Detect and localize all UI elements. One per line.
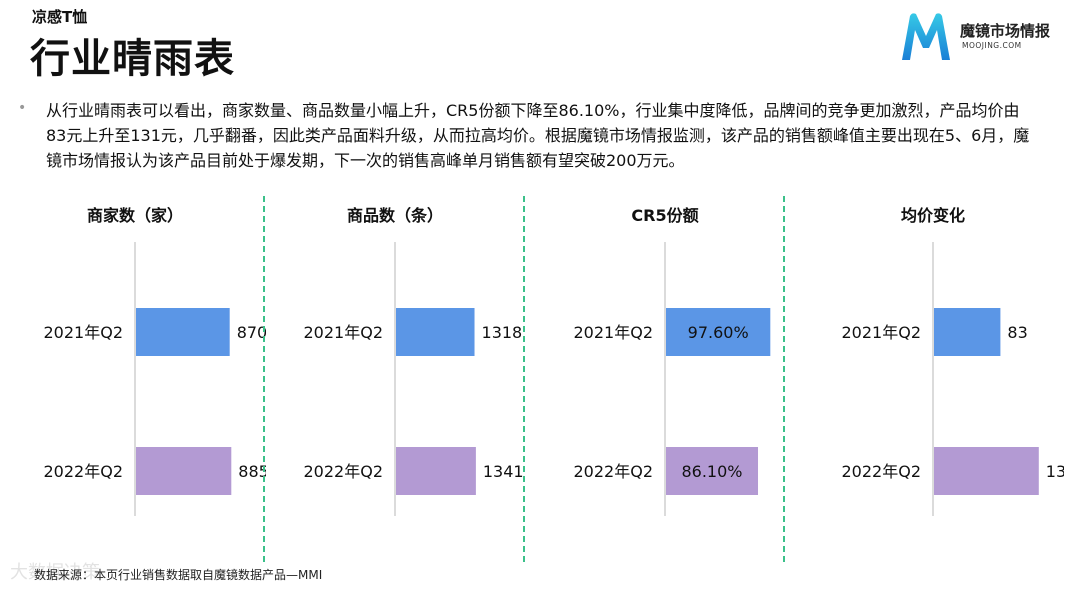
category-label: 2022年Q2 <box>842 462 922 481</box>
summary-text: 从行业晴雨表可以看出，商家数量、商品数量小幅上升，CR5份额下降至86.10%，… <box>46 101 1030 170</box>
data-source-note: 数据来源：本页行业销售数据取自魔镜数据产品—MMI <box>34 568 323 582</box>
value-label: 1341 <box>483 462 524 481</box>
page-subtitle: 凉感T恤 <box>32 8 88 26</box>
chart-panel-price: 均价变化 2021年Q2 83 2022年Q2 131 <box>802 196 1064 526</box>
page-title: 行业晴雨表 <box>30 36 235 82</box>
category-label: 2022年Q2 <box>44 462 124 481</box>
panel-divider <box>263 196 265 562</box>
chart-title: CR5份额 <box>631 206 699 225</box>
category-label: 2021年Q2 <box>842 323 922 342</box>
value-label: 1318 <box>482 323 523 342</box>
data-bar <box>934 447 1039 495</box>
chart-svg: 2021年Q2 97.60% 2022年Q2 86.10% <box>574 242 771 516</box>
chart-panel-merchants: 商家数（家） 2021年Q2 870 2022年Q2 885 <box>4 196 266 526</box>
chart-title: 商品数（条） <box>346 206 443 225</box>
logo-domain: MOOJING.COM <box>962 41 1022 50</box>
category-label: 2021年Q2 <box>574 323 654 342</box>
value-label: 131 <box>1046 462 1064 481</box>
data-bar <box>136 447 232 495</box>
value-label: 870 <box>237 323 266 342</box>
chart-svg: 2021年Q2 870 2022年Q2 885 <box>44 242 266 516</box>
category-label: 2021年Q2 <box>44 323 124 342</box>
data-bar <box>396 447 476 495</box>
data-bar <box>934 308 1001 356</box>
value-label: 83 <box>1007 323 1027 342</box>
value-label: 97.60% <box>688 323 749 342</box>
category-label: 2021年Q2 <box>304 323 384 342</box>
chart-svg: 2021年Q2 83 2022年Q2 131 <box>842 242 1064 516</box>
panel-divider <box>783 196 785 562</box>
chart-title: 商家数（家） <box>86 206 183 225</box>
logo-m-icon <box>902 13 950 61</box>
chart-title: 均价变化 <box>900 206 965 225</box>
data-bar <box>666 447 759 495</box>
category-label: 2022年Q2 <box>574 462 654 481</box>
chart-panel-products: 商品数（条） 2021年Q2 1318 2022年Q2 1341 <box>264 196 526 526</box>
category-label: 2022年Q2 <box>304 462 384 481</box>
value-label: 86.10% <box>681 462 742 481</box>
data-bar <box>666 308 771 356</box>
watermark: 大数据决策 <box>10 562 100 583</box>
value-label: 885 <box>238 462 266 481</box>
data-bar <box>396 308 475 356</box>
logo-name: 魔镜市场情报 <box>960 22 1051 40</box>
chart-panel-cr5: CR5份额 2021年Q2 97.60% 2022年Q2 86.10% <box>534 196 796 526</box>
panel-divider <box>523 196 525 562</box>
bullet-icon: • <box>18 100 27 116</box>
data-bar <box>136 308 230 356</box>
brand-logo: 魔镜市场情报 MOOJING.COM <box>896 10 1066 64</box>
chart-svg: 2021年Q2 1318 2022年Q2 1341 <box>304 242 524 516</box>
